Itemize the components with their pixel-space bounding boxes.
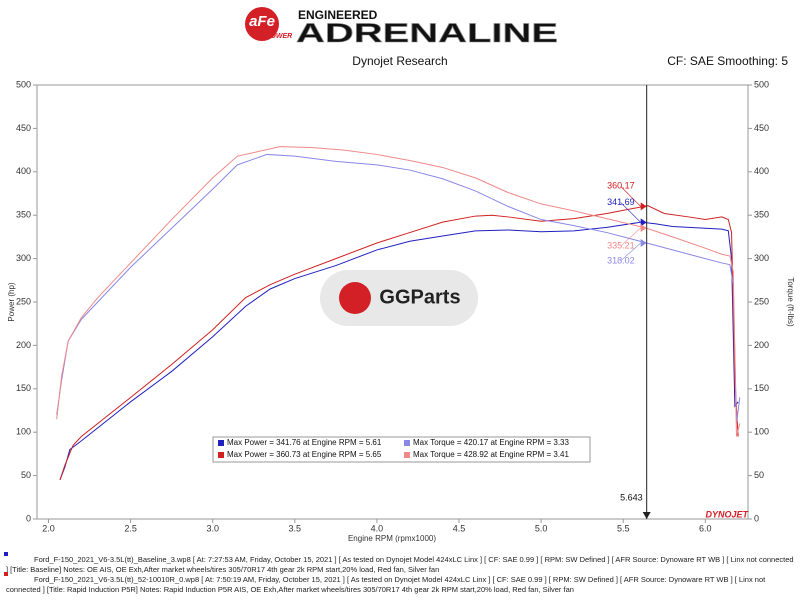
y-tick-label: 150 — [16, 383, 31, 393]
y2-tick-label: 300 — [754, 253, 769, 263]
reading-leader — [620, 242, 641, 262]
y2-tick-label: 400 — [754, 166, 769, 176]
footer-swatch — [4, 552, 8, 556]
y-tick-label: 50 — [21, 470, 31, 480]
y2-tick-label: 200 — [754, 340, 769, 350]
cursor-arrow — [642, 512, 651, 519]
reading-leader — [620, 227, 641, 247]
legend-swatch — [404, 440, 410, 446]
y-tick-label: 450 — [16, 123, 31, 133]
reading-label: 341.69 — [607, 197, 635, 207]
footer-line: Ford_F-150_2021_V6-3.5L(tt)_52-10010R_0.… — [4, 572, 796, 595]
reading-label: 360.17 — [607, 181, 635, 191]
y2-tick-label: 150 — [754, 383, 769, 393]
y-tick-label: 250 — [16, 296, 31, 306]
legend-box — [212, 436, 591, 463]
watermark-icon — [339, 282, 371, 314]
x-axis-label: Engine RPM (rpmx1000) — [348, 534, 436, 543]
y2-tick-label: 500 — [754, 79, 769, 89]
series-line — [56, 153, 741, 424]
brand: aFe — [249, 13, 275, 30]
y2-tick-label: 450 — [754, 123, 769, 133]
y-tick-label: 350 — [16, 210, 31, 220]
legend-label: Max Power = 360.73 at Engine RPM = 5.65 — [227, 450, 382, 459]
legend: Max Power = 341.76 at Engine RPM = 5.61 M… — [212, 436, 591, 463]
series-line — [59, 205, 739, 481]
watermark-group: GGParts — [320, 270, 478, 326]
dynojet-logo: DYNOJET — [705, 509, 749, 519]
subtitle: Dynojet Research — [352, 54, 447, 68]
note: CF: SAE Smoothing: 5 — [667, 54, 788, 68]
reading-leader — [620, 186, 641, 207]
brand-sub: POWER — [266, 33, 292, 40]
y2-tick-label: 100 — [754, 427, 769, 437]
chart: aFe POWER ENGINEERED ADRENALINE Dynojet … — [7, 7, 795, 543]
footer-line: Ford_F-150_2021_V6-3.5L(tt)_Baseline_3.w… — [4, 552, 796, 575]
x-tick-label: 2.0 — [42, 523, 55, 533]
y-tick-label: 200 — [16, 340, 31, 350]
reading-arrow — [640, 238, 647, 247]
cursor-label: 5.643 — [620, 492, 643, 502]
x-tick-label: 6.0 — [699, 523, 712, 533]
y-axis-label: Power (hp) — [7, 282, 16, 321]
series-line — [56, 146, 741, 437]
y2-tick-label: 350 — [754, 210, 769, 220]
y2-tick-label: 0 — [754, 513, 759, 523]
series-line — [59, 221, 739, 481]
watermark: GGParts — [379, 286, 460, 308]
reading-label: 318.02 — [607, 255, 635, 265]
x-tick-label: 3.0 — [206, 523, 219, 533]
y2-axis-label: Torque (ft-lbs) — [786, 277, 795, 327]
legend-label: Max Power = 341.76 at Engine RPM = 5.61 — [227, 438, 382, 447]
reading-leader — [620, 202, 641, 223]
reading-label: 335.21 — [607, 240, 635, 250]
x-tick-label: 5.5 — [617, 523, 630, 533]
brand-badge — [245, 7, 279, 41]
reading-arrow — [640, 218, 647, 227]
y-tick-label: 400 — [16, 166, 31, 176]
x-tick-label: 3.5 — [289, 523, 302, 533]
x-tick-label: 5.0 — [535, 523, 548, 533]
reading-arrow — [640, 202, 647, 211]
y-tick-label: 100 — [16, 427, 31, 437]
tagline: ENGINEERED — [298, 8, 378, 22]
x-tick-label: 2.5 — [124, 523, 137, 533]
y2-tick-label: 50 — [754, 470, 764, 480]
x-tick-label: 4.0 — [371, 523, 384, 533]
y-tick-label: 0 — [26, 513, 31, 523]
reading-arrow — [640, 224, 647, 233]
footer: Ford_F-150_2021_V6-3.5L(tt)_Baseline_3.w… — [4, 552, 796, 595]
legend-label: Max Torque = 420.17 at Engine RPM = 3.33 — [413, 438, 570, 447]
legend-swatch — [218, 452, 224, 458]
footer-text: Ford_F-150_2021_V6-3.5L(tt)_Baseline_3.w… — [6, 555, 794, 574]
y2-tick-label: 250 — [754, 296, 769, 306]
legend-label: Max Torque = 428.92 at Engine RPM = 3.41 — [413, 450, 570, 459]
legend-swatch — [404, 452, 410, 458]
x-tick-label: 4.5 — [453, 523, 466, 533]
footer-swatch — [4, 572, 8, 576]
footer-text: Ford_F-150_2021_V6-3.5L(tt)_52-10010R_0.… — [6, 575, 766, 594]
y-tick-label: 500 — [16, 79, 31, 89]
header-title: ADRENALINE — [296, 18, 558, 48]
legend-swatch — [218, 440, 224, 446]
y-tick-label: 300 — [16, 253, 31, 263]
